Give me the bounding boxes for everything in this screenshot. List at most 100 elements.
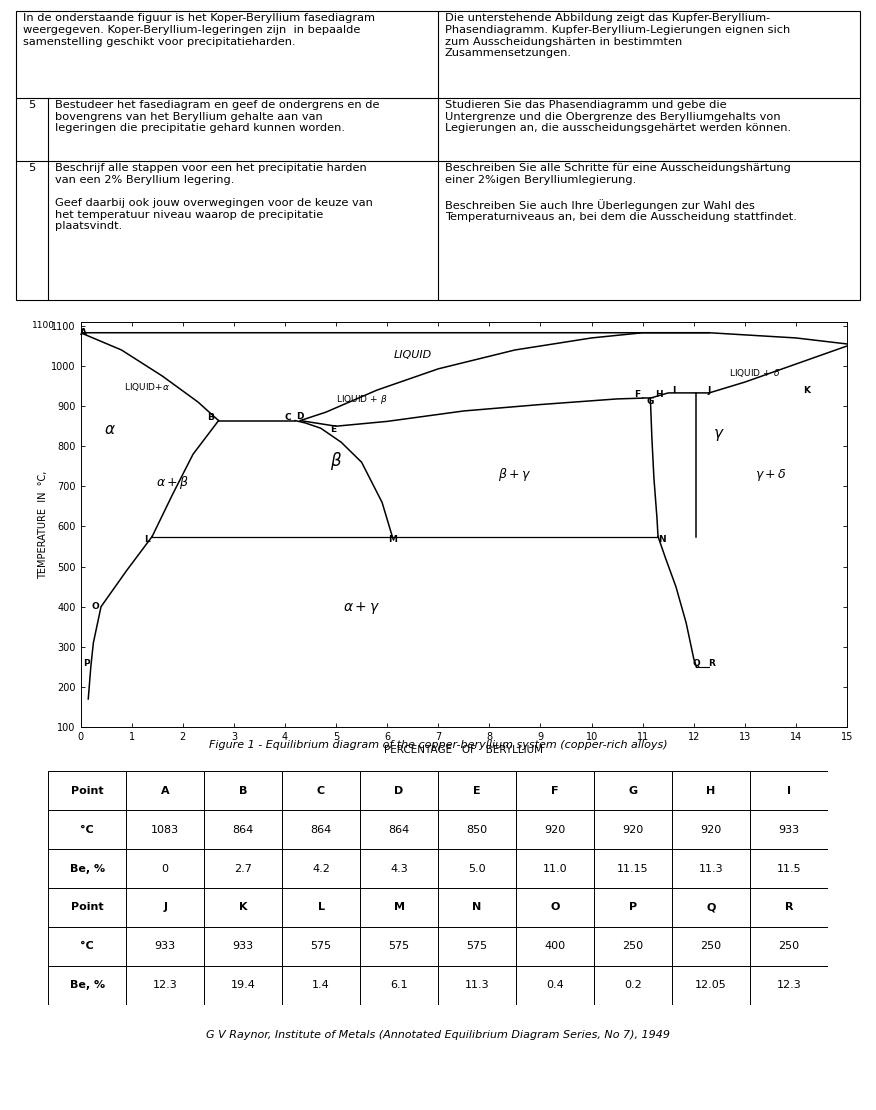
Bar bbox=[282, 927, 360, 966]
Text: K: K bbox=[239, 902, 247, 912]
Bar bbox=[750, 849, 828, 888]
Bar bbox=[438, 810, 516, 849]
Text: 11.0: 11.0 bbox=[542, 864, 568, 874]
Text: 6.1: 6.1 bbox=[390, 980, 408, 990]
Bar bbox=[438, 888, 516, 927]
Bar bbox=[204, 888, 282, 927]
Text: 933: 933 bbox=[154, 941, 176, 951]
Bar bbox=[672, 927, 750, 966]
Text: O: O bbox=[550, 902, 560, 912]
Text: LIQUID + $\delta$: LIQUID + $\delta$ bbox=[730, 367, 781, 379]
Text: R: R bbox=[785, 902, 793, 912]
Bar bbox=[516, 927, 594, 966]
Text: Be, %: Be, % bbox=[69, 980, 105, 990]
Text: 920: 920 bbox=[622, 825, 644, 835]
Bar bbox=[48, 771, 126, 810]
Text: Point: Point bbox=[71, 902, 103, 912]
Text: 19.4: 19.4 bbox=[230, 980, 256, 990]
Text: $\alpha+\beta$: $\alpha+\beta$ bbox=[156, 474, 189, 492]
Text: Beschreiben Sie alle Schritte für eine Ausscheidungshärtung
einer 2%igen Berylli: Beschreiben Sie alle Schritte für eine A… bbox=[445, 163, 796, 222]
Text: 4.2: 4.2 bbox=[312, 864, 330, 874]
Text: 5: 5 bbox=[28, 100, 35, 110]
Bar bbox=[204, 849, 282, 888]
Text: 11.15: 11.15 bbox=[617, 864, 649, 874]
Text: 11.3: 11.3 bbox=[698, 864, 724, 874]
Text: °C: °C bbox=[81, 941, 94, 951]
Bar bbox=[594, 849, 672, 888]
Text: B: B bbox=[208, 413, 215, 422]
Text: 1100: 1100 bbox=[32, 322, 55, 331]
Text: 0.4: 0.4 bbox=[546, 980, 564, 990]
Text: 933: 933 bbox=[232, 941, 254, 951]
Bar bbox=[594, 810, 672, 849]
Text: C: C bbox=[317, 786, 325, 796]
Text: 5.0: 5.0 bbox=[468, 864, 486, 874]
Bar bbox=[516, 966, 594, 1005]
Text: P: P bbox=[83, 659, 90, 668]
Bar bbox=[282, 966, 360, 1005]
Text: $\beta+\gamma$: $\beta+\gamma$ bbox=[498, 466, 532, 483]
Bar bbox=[750, 888, 828, 927]
Text: 250: 250 bbox=[778, 941, 800, 951]
Text: $\alpha+\gamma$: $\alpha+\gamma$ bbox=[343, 599, 380, 616]
Bar bbox=[672, 810, 750, 849]
Y-axis label: TEMPERATURE  IN  °C,: TEMPERATURE IN °C, bbox=[39, 471, 48, 578]
Bar bbox=[516, 849, 594, 888]
Text: G: G bbox=[646, 397, 654, 406]
Bar bbox=[438, 966, 516, 1005]
Bar bbox=[360, 810, 438, 849]
Bar bbox=[126, 810, 204, 849]
Text: I: I bbox=[672, 385, 675, 394]
Text: F: F bbox=[551, 786, 559, 796]
Text: A: A bbox=[161, 786, 169, 796]
Text: R: R bbox=[708, 659, 715, 668]
Text: 250: 250 bbox=[622, 941, 644, 951]
Bar bbox=[516, 771, 594, 810]
Text: G: G bbox=[628, 786, 638, 796]
Bar bbox=[126, 849, 204, 888]
Text: H: H bbox=[655, 391, 663, 400]
Bar bbox=[516, 888, 594, 927]
Text: J: J bbox=[163, 902, 167, 912]
Text: 920: 920 bbox=[700, 825, 722, 835]
Bar bbox=[360, 849, 438, 888]
Text: 575: 575 bbox=[388, 941, 410, 951]
Bar bbox=[204, 771, 282, 810]
Bar bbox=[750, 771, 828, 810]
Bar bbox=[438, 927, 516, 966]
Bar bbox=[126, 927, 204, 966]
Text: E: E bbox=[330, 425, 336, 434]
Text: 864: 864 bbox=[232, 825, 254, 835]
Bar bbox=[126, 966, 204, 1005]
Bar bbox=[282, 810, 360, 849]
Text: $\alpha$: $\alpha$ bbox=[103, 422, 116, 437]
Bar bbox=[360, 927, 438, 966]
Text: F: F bbox=[634, 391, 640, 400]
Text: 12.3: 12.3 bbox=[776, 980, 802, 990]
Bar bbox=[438, 771, 516, 810]
Bar bbox=[672, 966, 750, 1005]
Text: Point: Point bbox=[71, 786, 103, 796]
Text: 12.05: 12.05 bbox=[695, 980, 727, 990]
Text: 0: 0 bbox=[162, 864, 168, 874]
Text: K: K bbox=[802, 385, 809, 394]
Text: D: D bbox=[297, 412, 304, 421]
Text: Die unterstehende Abbildung zeigt das Kupfer-Beryllium-
Phasendiagramm. Kupfer-B: Die unterstehende Abbildung zeigt das Ku… bbox=[445, 13, 790, 58]
Text: 11.5: 11.5 bbox=[776, 864, 802, 874]
Text: 864: 864 bbox=[388, 825, 410, 835]
Text: °C: °C bbox=[81, 825, 94, 835]
Bar bbox=[594, 771, 672, 810]
Text: I: I bbox=[787, 786, 791, 796]
Text: J: J bbox=[708, 385, 710, 394]
Bar bbox=[204, 966, 282, 1005]
Text: Studieren Sie das Phasendiagramm und gebe die
Untergrenze und die Obergrenze des: Studieren Sie das Phasendiagramm und geb… bbox=[445, 100, 791, 133]
Text: $\gamma$: $\gamma$ bbox=[713, 427, 725, 443]
Bar bbox=[750, 966, 828, 1005]
Bar bbox=[48, 888, 126, 927]
Text: Be, %: Be, % bbox=[69, 864, 105, 874]
Text: 1.4: 1.4 bbox=[312, 980, 330, 990]
Bar bbox=[282, 849, 360, 888]
Text: 920: 920 bbox=[544, 825, 566, 835]
Text: G V Raynor, Institute of Metals (Annotated Equilibrium Diagram Series, No 7), 19: G V Raynor, Institute of Metals (Annotat… bbox=[206, 1030, 670, 1040]
Text: 4.3: 4.3 bbox=[390, 864, 408, 874]
